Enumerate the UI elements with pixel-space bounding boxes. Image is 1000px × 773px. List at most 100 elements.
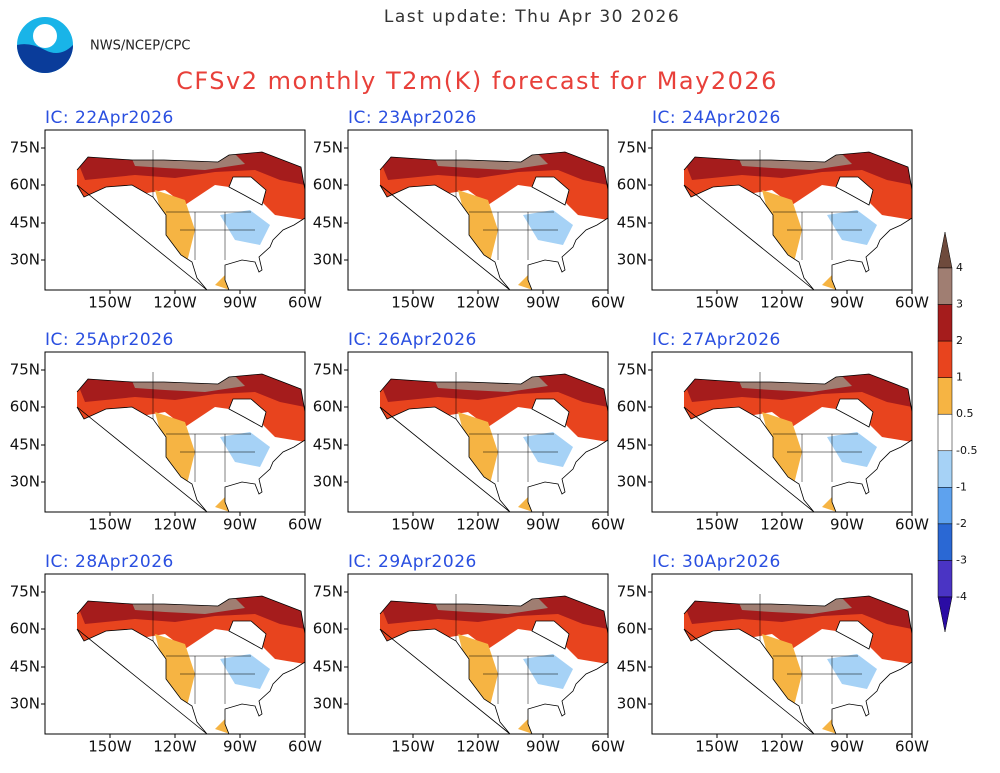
panel-title: IC: 22Apr2026 bbox=[45, 108, 174, 128]
lon-label: 120W bbox=[153, 516, 197, 534]
lat-label: 75N bbox=[617, 361, 647, 379]
lon-label: 90W bbox=[223, 738, 257, 756]
colorbar: 4 3 2 1 0.5 -0.5 -1 -2 -3 -4 bbox=[937, 231, 977, 633]
panel-title: IC: 26Apr2026 bbox=[348, 330, 477, 350]
lon-label: 60W bbox=[288, 738, 322, 756]
colorbar-cap bbox=[937, 231, 953, 269]
colorbar-segment bbox=[937, 267, 953, 305]
lon-label: 150W bbox=[391, 738, 435, 756]
panel-title: IC: 23Apr2026 bbox=[348, 108, 477, 128]
map bbox=[652, 130, 912, 290]
lon-label: 150W bbox=[88, 738, 132, 756]
map bbox=[348, 574, 608, 734]
colorbar-label: -4 bbox=[956, 590, 967, 603]
colorbar-segment bbox=[937, 523, 953, 561]
map bbox=[652, 352, 912, 512]
map bbox=[45, 130, 305, 290]
lat-label: 45N bbox=[617, 214, 647, 232]
lat-label: 60N bbox=[617, 176, 647, 194]
colorbar-label: -0.5 bbox=[956, 444, 977, 457]
lon-label: 90W bbox=[526, 516, 560, 534]
colorbar-label: -2 bbox=[956, 517, 967, 530]
colorbar-label: 2 bbox=[956, 334, 963, 347]
agency: NWS/NCEP/CPC bbox=[90, 39, 190, 54]
colorbar-segment bbox=[937, 413, 953, 452]
lon-label: 150W bbox=[391, 294, 435, 312]
update-text: Last update: Thu Apr 30 2026 bbox=[384, 7, 680, 27]
lat-label: 75N bbox=[313, 139, 343, 157]
lat-label: 30N bbox=[617, 251, 647, 269]
lat-label: 45N bbox=[617, 658, 647, 676]
lat-label: 75N bbox=[313, 361, 343, 379]
lat-label: 75N bbox=[10, 139, 40, 157]
lat-label: 30N bbox=[313, 695, 343, 713]
lat-label: 30N bbox=[10, 251, 40, 269]
lat-label: 45N bbox=[617, 436, 647, 454]
colorbar-label: 3 bbox=[956, 298, 963, 311]
lon-label: 90W bbox=[830, 516, 864, 534]
panel-title: IC: 24Apr2026 bbox=[652, 108, 781, 128]
map-panel: IC: 25Apr2026 75N 60N 45N 30N 150W 120W 90W 60W bbox=[10, 330, 322, 534]
panel-title: IC: 25Apr2026 bbox=[45, 330, 174, 350]
lon-label: 60W bbox=[591, 738, 625, 756]
main-title: CFSv2 monthly T2m(K) forecast for May202… bbox=[176, 67, 778, 95]
colorbar-label: -3 bbox=[956, 553, 967, 566]
colorbar-segment bbox=[937, 560, 953, 598]
lat-label: 75N bbox=[617, 139, 647, 157]
colorbar-segment bbox=[937, 304, 953, 342]
lat-label: 75N bbox=[10, 583, 40, 601]
lon-label: 60W bbox=[895, 294, 929, 312]
map-panel: IC: 26Apr2026 75N 60N 45N 30N 150W 120W 90W 60W bbox=[313, 330, 625, 534]
map-panel: IC: 29Apr2026 75N 60N 45N 30N 150W 120W 90W 60W bbox=[313, 552, 625, 756]
map-panel: IC: 24Apr2026 75N 60N 45N 30N 150W 120W 90W 60W bbox=[617, 108, 929, 312]
lon-label: 90W bbox=[223, 294, 257, 312]
lon-label: 60W bbox=[288, 294, 322, 312]
lat-label: 60N bbox=[313, 176, 343, 194]
lon-label: 150W bbox=[88, 516, 132, 534]
map-panel: IC: 23Apr2026 75N 60N 45N 30N 150W 120W 90W 60W bbox=[313, 108, 625, 312]
colorbar-segment bbox=[937, 487, 953, 525]
lat-label: 75N bbox=[313, 583, 343, 601]
panel-title: IC: 27Apr2026 bbox=[652, 330, 781, 350]
lat-label: 30N bbox=[617, 473, 647, 491]
lon-label: 120W bbox=[760, 738, 804, 756]
panels: IC: 22Apr2026 75N 60N 45N 30N 150W 120W 90W 60W I… bbox=[10, 108, 929, 756]
lon-label: 90W bbox=[830, 738, 864, 756]
lat-label: 45N bbox=[10, 214, 40, 232]
noaa-logo bbox=[17, 17, 73, 73]
lon-label: 120W bbox=[456, 516, 500, 534]
colorbar-label: -1 bbox=[956, 480, 967, 493]
colorbar-label: 4 bbox=[956, 261, 963, 274]
lat-label: 75N bbox=[10, 361, 40, 379]
lat-label: 45N bbox=[10, 436, 40, 454]
lon-label: 150W bbox=[88, 294, 132, 312]
lat-label: 60N bbox=[313, 398, 343, 416]
lon-label: 90W bbox=[526, 738, 560, 756]
lat-label: 60N bbox=[10, 176, 40, 194]
lon-label: 150W bbox=[695, 294, 739, 312]
lat-label: 60N bbox=[10, 398, 40, 416]
map bbox=[45, 574, 305, 734]
panel-title: IC: 30Apr2026 bbox=[652, 552, 781, 572]
lon-label: 120W bbox=[760, 294, 804, 312]
lon-label: 120W bbox=[456, 294, 500, 312]
lon-label: 60W bbox=[591, 294, 625, 312]
lon-label: 90W bbox=[526, 294, 560, 312]
map bbox=[45, 352, 305, 512]
lat-label: 60N bbox=[617, 398, 647, 416]
map-panel: IC: 27Apr2026 75N 60N 45N 30N 150W 120W 90W 60W bbox=[617, 330, 929, 534]
lon-label: 120W bbox=[456, 738, 500, 756]
lat-label: 30N bbox=[10, 695, 40, 713]
map-panel: IC: 30Apr2026 75N 60N 45N 30N 150W 120W 90W 60W bbox=[617, 552, 929, 756]
lon-label: 60W bbox=[895, 738, 929, 756]
panel-title: IC: 29Apr2026 bbox=[348, 552, 477, 572]
panel-title: IC: 28Apr2026 bbox=[45, 552, 174, 572]
colorbar-segment bbox=[937, 340, 953, 378]
colorbar-segment bbox=[937, 450, 953, 488]
lat-label: 30N bbox=[617, 695, 647, 713]
lat-label: 45N bbox=[313, 658, 343, 676]
lat-label: 45N bbox=[313, 436, 343, 454]
map-panel: IC: 22Apr2026 75N 60N 45N 30N 150W 120W 90W 60W bbox=[10, 108, 322, 312]
map-panel: IC: 28Apr2026 75N 60N 45N 30N 150W 120W 90W 60W bbox=[10, 552, 322, 756]
